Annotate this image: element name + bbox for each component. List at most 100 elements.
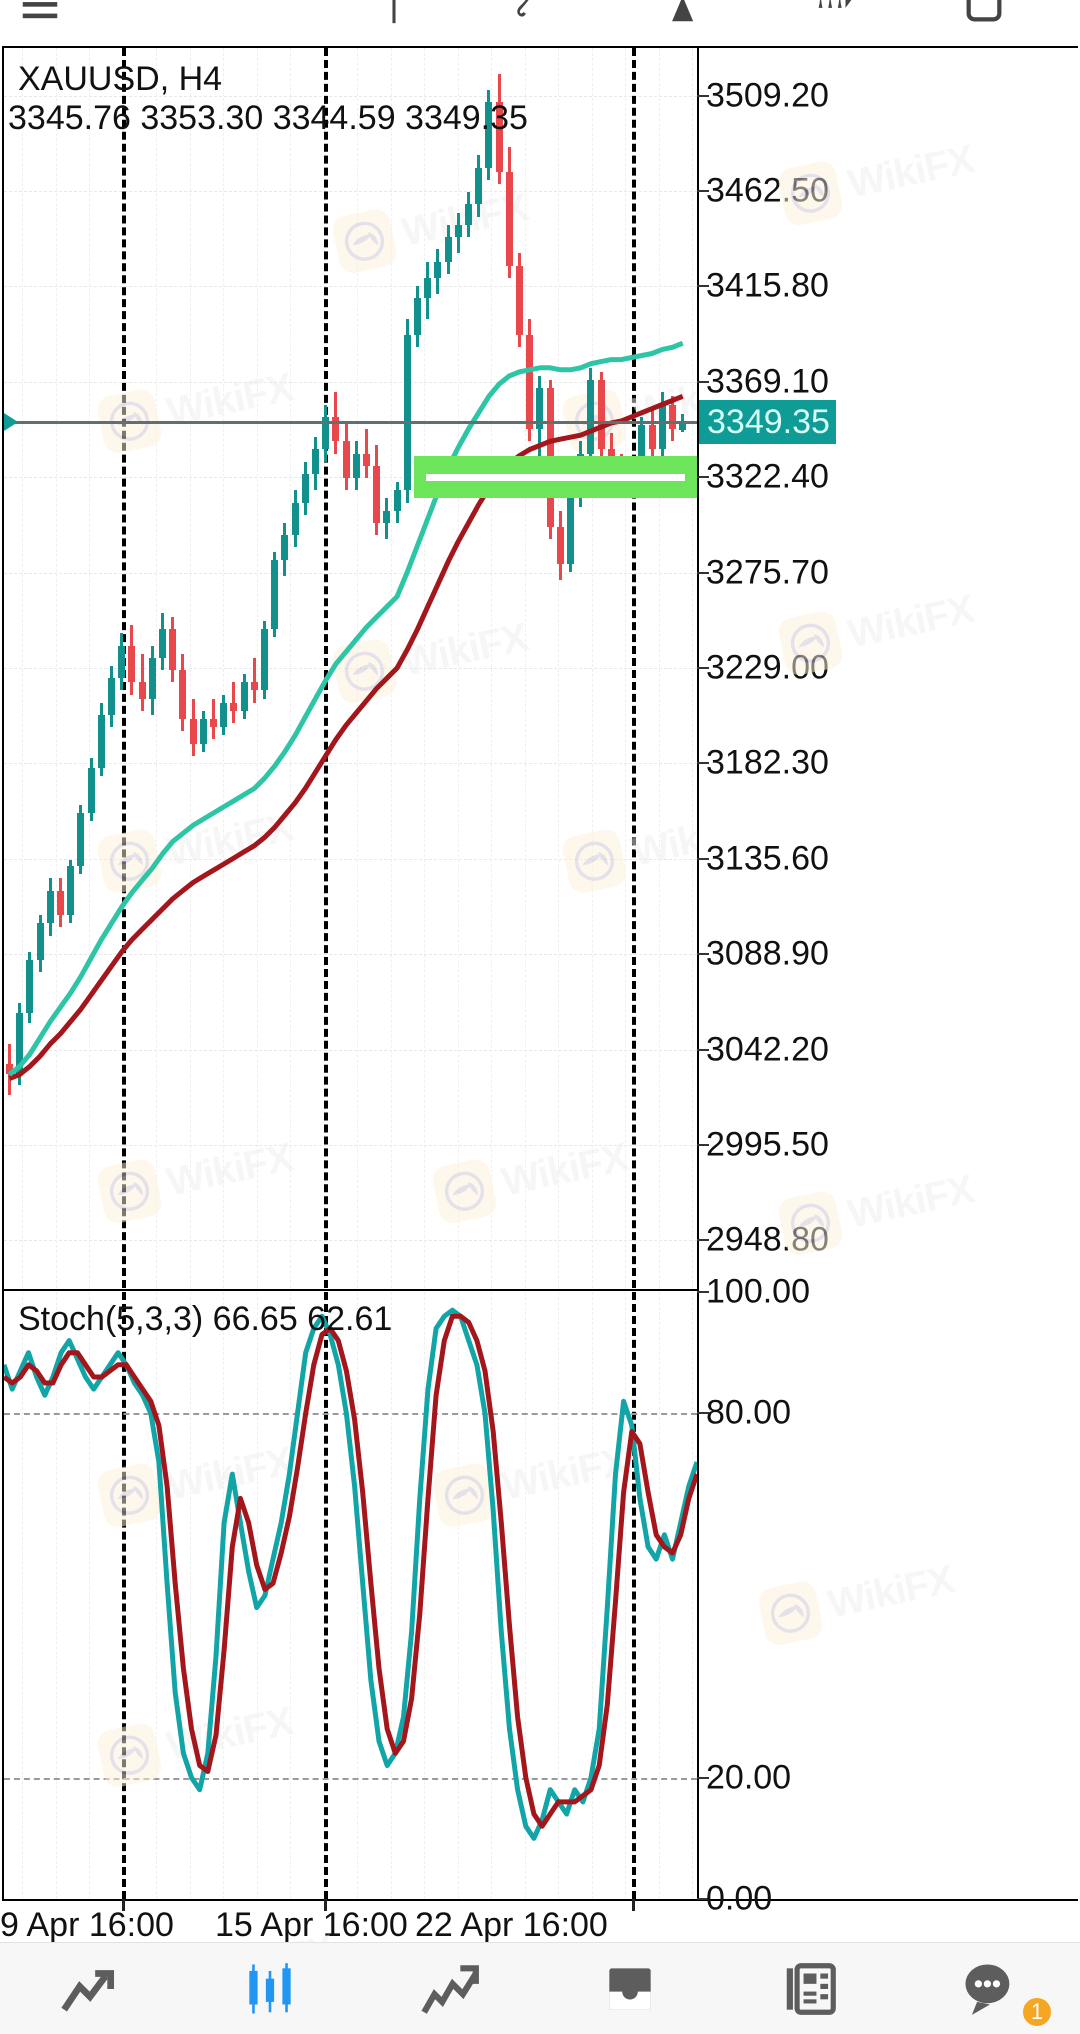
stochastic-level-line	[4, 1777, 697, 1780]
candle-body	[465, 204, 472, 225]
grid-line-vertical	[223, 1292, 224, 1899]
candle-body	[118, 645, 126, 679]
candle-body	[393, 490, 401, 511]
price-axis-tick	[697, 857, 709, 860]
candle-body	[77, 813, 85, 867]
candle-body	[26, 960, 34, 1014]
candle-body	[230, 702, 238, 711]
time-axis-label: 22 Apr 16:00	[415, 1906, 608, 1944]
candle-body	[301, 473, 309, 503]
bottom-navigation: 1	[0, 1942, 1080, 2034]
grid-line	[4, 858, 697, 860]
settings-icon[interactable]	[802, 0, 866, 30]
grid-line-vertical	[89, 48, 90, 1288]
candle-body	[87, 768, 95, 813]
candle-body	[373, 465, 381, 523]
pane-divider	[2, 1289, 698, 1291]
candle-body	[669, 404, 676, 430]
price-axis-tick	[697, 190, 709, 193]
candle-body	[638, 424, 646, 470]
moving-average-line	[7, 340, 684, 1077]
candle-body	[271, 559, 279, 630]
nav-charts[interactable]	[180, 1943, 360, 2034]
price-axis-label: 3509.20	[706, 76, 829, 115]
price-axis-tick	[697, 1239, 709, 1242]
candle-body	[57, 890, 64, 916]
nav-quotes[interactable]	[0, 1943, 180, 2034]
candle-body	[516, 265, 523, 336]
symbol-label: XAUUSD, H4	[18, 60, 223, 98]
nav-chat[interactable]: 1	[900, 1943, 1080, 2034]
grid-line	[4, 954, 697, 956]
candle-body	[281, 535, 289, 560]
moving-average-series	[7, 340, 684, 1081]
candle-body	[342, 441, 350, 479]
grid-line-vertical	[290, 1292, 291, 1899]
period-separator	[324, 48, 328, 1288]
candle-body	[475, 167, 483, 205]
candle-body	[108, 678, 115, 715]
draw-objects-icon[interactable]	[492, 0, 556, 30]
candle-body	[424, 277, 432, 299]
candle-body	[148, 657, 156, 699]
candlestick-icon	[249, 1962, 291, 2014]
grid-line-vertical	[424, 48, 425, 1288]
candle-wick	[252, 657, 256, 703]
indicators-icon[interactable]	[642, 0, 706, 30]
candle-body	[291, 502, 299, 536]
grid-line	[4, 477, 697, 479]
price-pane[interactable]: WikiFX WikiFX WikiFX WikiFX WikiFX WikiFX Wiki…	[4, 48, 697, 1288]
menu-icon[interactable]	[8, 0, 72, 30]
chat-bubble-icon	[965, 1963, 1010, 2015]
grid-line-vertical	[558, 48, 559, 1288]
candle-body	[403, 335, 411, 491]
period-separator	[632, 48, 636, 1288]
price-axis-label: 3275.70	[706, 553, 829, 592]
price-axis-line	[697, 46, 699, 1901]
grid-line	[4, 572, 697, 574]
grid-line-vertical	[625, 48, 626, 1288]
grid-line	[4, 95, 697, 97]
last-price-arrow	[4, 413, 18, 432]
news-icon	[786, 1962, 836, 2015]
grid-line-vertical	[591, 1292, 593, 1899]
price-axis-label: 2948.80	[706, 1220, 829, 1259]
period-separator	[632, 1292, 636, 1899]
stochastic-series	[4, 1307, 697, 1841]
candle-body	[159, 629, 166, 658]
nav-trade[interactable]	[360, 1943, 540, 2034]
candle-body	[383, 510, 391, 523]
candle-body	[46, 890, 54, 924]
candle-wick	[140, 653, 144, 711]
grid-line-vertical	[22, 48, 23, 1288]
stochastic-axis-label: 0.00	[706, 1879, 773, 1918]
nav-history[interactable]	[540, 1943, 720, 2034]
stochastic-pane[interactable]: WikiFX WikiFX WikiFX	[4, 1292, 697, 1899]
grid-line-vertical	[189, 48, 191, 1288]
candle-body	[536, 388, 544, 430]
stochastic-line	[4, 1313, 697, 1829]
grid-line-vertical	[658, 48, 660, 1288]
price-axis-label: 3182.30	[706, 743, 829, 782]
timeframe-icon[interactable]	[952, 0, 1016, 30]
candle-wick	[365, 429, 368, 479]
grid-line-vertical	[625, 1292, 626, 1899]
crosshair-icon[interactable]	[362, 0, 426, 30]
candle-body	[648, 424, 656, 450]
candle-body	[189, 719, 197, 744]
trend-arrow-icon	[421, 1964, 479, 2014]
candle-body	[16, 1013, 24, 1075]
nav-news[interactable]	[720, 1943, 900, 2034]
moving-average-line	[8, 393, 684, 1081]
grid-line-vertical	[256, 48, 258, 1288]
candle-body	[220, 702, 228, 728]
candle-body	[6, 1064, 13, 1075]
candle-body	[679, 422, 687, 430]
grid-line	[4, 1049, 697, 1051]
period-separator	[122, 1292, 126, 1899]
grid-line-vertical	[55, 48, 57, 1288]
grid-line-vertical	[692, 48, 693, 1288]
stochastic-axis-label: 100.00	[706, 1272, 810, 1311]
last-price-tag[interactable]: 3349.35	[699, 400, 836, 445]
stochastic-axis-tick	[697, 1412, 709, 1415]
